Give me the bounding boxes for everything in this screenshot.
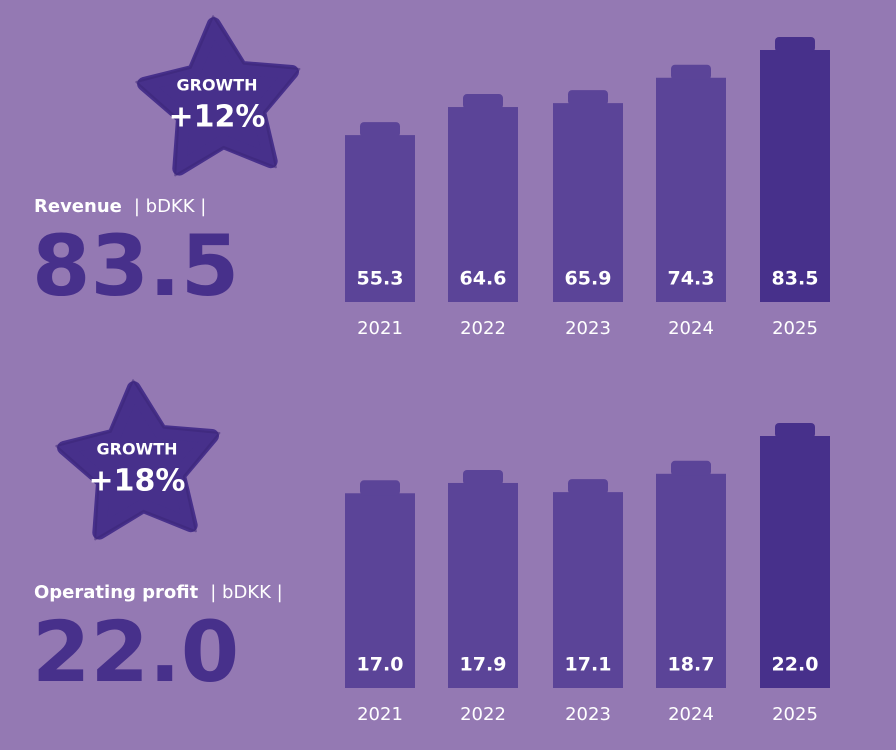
badge-value: +18% (89, 464, 186, 499)
bar-cap (671, 460, 711, 476)
badge-label: GROWTH (96, 440, 177, 459)
bar-cap (775, 37, 815, 52)
bar-cap (360, 122, 400, 138)
bar-cap (671, 64, 711, 80)
chart-panel: GROWTH+12%Revenue | bDKK |83.5 55.3202164.… (32, 15, 830, 339)
bar-cap (463, 469, 503, 485)
bar-group: 17.0 2021 (345, 480, 415, 725)
value-label: 18.7 (668, 654, 715, 676)
x-tick-label: 2022 (460, 704, 506, 725)
bar-cap (463, 94, 503, 110)
x-tick-label: 2021 (357, 704, 403, 725)
value-label: 65.9 (565, 268, 612, 290)
bar-group: 65.9 2023 (553, 90, 623, 339)
bar (760, 436, 830, 688)
bar (448, 107, 518, 302)
x-tick-label: 2023 (565, 318, 611, 339)
growth-star-outline (55, 379, 221, 541)
x-tick-label: 2024 (668, 704, 714, 725)
growth-star (57, 381, 219, 540)
bar (760, 50, 830, 302)
headline-value: 22.0 (32, 603, 239, 701)
value-label: 17.9 (460, 654, 507, 676)
value-label: 22.0 (772, 654, 819, 676)
metric-title: Operating profit | bDKK | (34, 582, 283, 603)
bar-group: 18.7 2024 (656, 460, 726, 725)
bar (656, 473, 726, 688)
bar-group: 83.5 2025 (760, 37, 830, 339)
growth-star-outline (135, 15, 301, 177)
bar (553, 103, 623, 302)
metric-title: Revenue | bDKK | (34, 196, 206, 217)
bar-group: 74.3 2024 (656, 64, 726, 339)
value-label: 17.0 (357, 654, 404, 676)
bar-group: 64.6 2022 (448, 94, 518, 339)
metric-name: Operating profit (34, 582, 199, 603)
value-label: 83.5 (772, 268, 819, 290)
x-tick-label: 2025 (772, 704, 818, 725)
x-tick-label: 2024 (668, 318, 714, 339)
headline-value: 83.5 (32, 217, 239, 315)
metric-unit: | bDKK | (134, 196, 206, 217)
x-tick-label: 2022 (460, 318, 506, 339)
bar-cap (568, 90, 608, 106)
bar-cap (775, 423, 815, 438)
bar-group: 22.0 2025 (760, 423, 830, 725)
bar-group: 17.1 2023 (553, 479, 623, 725)
bar (448, 482, 518, 688)
metric-name: Revenue (34, 196, 122, 217)
bar-cap (568, 479, 608, 495)
value-label: 64.6 (460, 268, 507, 290)
x-tick-label: 2025 (772, 318, 818, 339)
bar-cap (360, 480, 400, 496)
badge-value: +12% (169, 100, 266, 135)
value-label: 74.3 (668, 268, 715, 290)
badge-label: GROWTH (176, 76, 257, 95)
bar-group: 55.3 2021 (345, 122, 415, 339)
growth-star (137, 17, 299, 176)
x-tick-label: 2021 (357, 318, 403, 339)
metric-unit: | bDKK | (210, 582, 282, 603)
chart-panel: GROWTH+18%Operating profit | bDKK |22.0 17… (32, 379, 830, 725)
bar-group: 17.9 2022 (448, 469, 518, 725)
value-label: 55.3 (357, 268, 404, 290)
bar (656, 77, 726, 303)
bar (345, 493, 415, 688)
value-label: 17.1 (565, 654, 612, 676)
x-tick-label: 2023 (565, 704, 611, 725)
bar (345, 135, 415, 302)
bar (553, 492, 623, 688)
